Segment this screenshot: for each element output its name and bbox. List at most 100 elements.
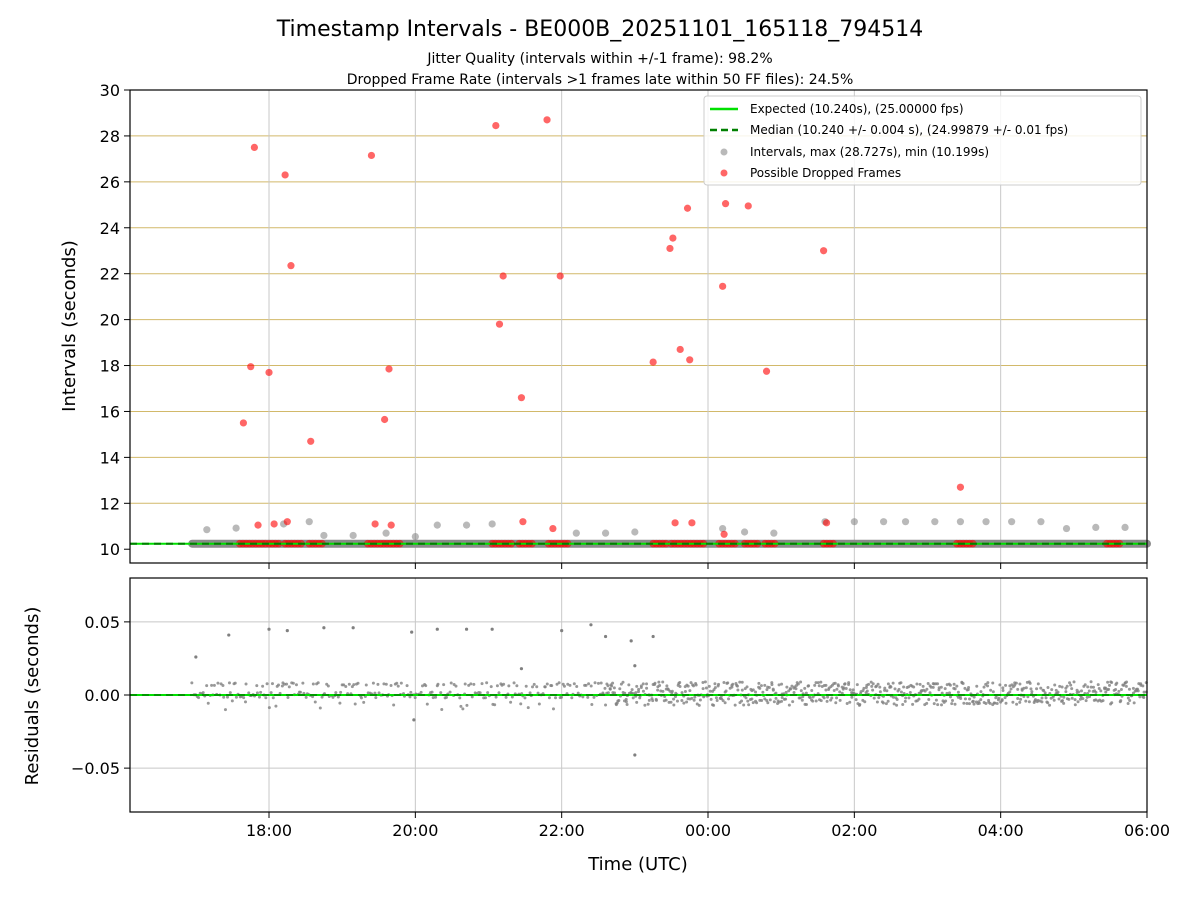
residual-point bbox=[1000, 699, 1004, 703]
residual-point bbox=[915, 682, 919, 686]
residual-outlier-point bbox=[351, 626, 355, 630]
residual-point bbox=[353, 702, 357, 706]
residual-point bbox=[784, 690, 788, 694]
dropped-frame-point bbox=[283, 518, 291, 526]
residual-point bbox=[691, 683, 695, 687]
residual-point bbox=[712, 703, 716, 707]
residual-point bbox=[331, 695, 335, 699]
residual-point bbox=[689, 681, 693, 685]
residual-point bbox=[939, 685, 943, 689]
residual-point bbox=[657, 680, 661, 684]
residual-point bbox=[943, 687, 947, 691]
intervals-ytick-label: 26 bbox=[100, 173, 120, 192]
residuals-ytick-label: 0.00 bbox=[84, 686, 120, 705]
interval-point bbox=[462, 521, 471, 529]
residual-point bbox=[1085, 695, 1089, 699]
residual-point bbox=[878, 685, 882, 689]
interval-point bbox=[1037, 518, 1045, 526]
residual-point bbox=[524, 684, 528, 688]
interval-point bbox=[956, 518, 965, 526]
residuals-xtick-label: 20:00 bbox=[392, 821, 438, 840]
residual-point bbox=[901, 703, 905, 707]
residual-point bbox=[291, 681, 295, 685]
residual-point bbox=[835, 687, 839, 691]
residual-point bbox=[889, 685, 893, 689]
residual-point bbox=[1042, 689, 1046, 693]
residual-point bbox=[685, 700, 689, 704]
residual-point bbox=[625, 702, 629, 706]
residual-point bbox=[1011, 700, 1015, 704]
residual-point bbox=[480, 682, 484, 686]
residual-point bbox=[298, 690, 302, 694]
residual-point bbox=[424, 684, 428, 688]
residual-point bbox=[233, 681, 237, 685]
residual-point bbox=[686, 684, 690, 688]
residual-point bbox=[871, 688, 875, 692]
residual-point bbox=[1086, 685, 1090, 689]
residual-point bbox=[389, 683, 393, 687]
residual-point bbox=[454, 684, 458, 688]
residuals-panel: 0.05 0.00 −0.05 18:00 20:00 22:00 00:00 02:00 04… bbox=[22, 577, 1170, 875]
residual-point bbox=[892, 702, 896, 706]
interval-point bbox=[203, 526, 211, 534]
residuals-ytick-label: −0.05 bbox=[71, 759, 120, 778]
intervals-plot-frame bbox=[129, 89, 1148, 564]
residual-point bbox=[1110, 680, 1114, 684]
residual-outlier-point bbox=[490, 627, 494, 631]
residual-point bbox=[863, 700, 867, 704]
residual-point bbox=[350, 685, 354, 689]
residual-point bbox=[413, 696, 417, 700]
residual-point bbox=[761, 690, 765, 694]
residual-point bbox=[708, 689, 712, 693]
x-axis-label: Time (UTC) bbox=[587, 854, 688, 875]
residual-point bbox=[766, 701, 770, 705]
residual-point bbox=[991, 681, 995, 685]
residual-point bbox=[784, 697, 788, 701]
residual-point bbox=[723, 701, 727, 705]
residual-point bbox=[313, 700, 317, 704]
residual-point bbox=[419, 690, 423, 694]
residual-point bbox=[512, 681, 516, 685]
interval-point bbox=[320, 531, 328, 540]
residual-point bbox=[1057, 697, 1061, 701]
residual-point bbox=[584, 683, 588, 687]
residual-point bbox=[575, 685, 579, 689]
residual-point bbox=[950, 702, 954, 706]
residual-point bbox=[713, 686, 717, 690]
residual-point bbox=[222, 695, 226, 699]
residual-point bbox=[698, 698, 702, 702]
residual-point bbox=[434, 695, 438, 699]
residual-point bbox=[907, 696, 911, 700]
residual-point bbox=[449, 681, 453, 685]
dropped-frame-point bbox=[744, 202, 752, 210]
residual-point bbox=[1091, 685, 1095, 689]
residual-point bbox=[631, 696, 635, 700]
residual-point bbox=[304, 695, 308, 699]
residual-point bbox=[799, 680, 803, 684]
residual-outlier-point bbox=[285, 629, 289, 633]
residual-point bbox=[1065, 684, 1069, 688]
residual-point bbox=[1108, 683, 1112, 687]
dropped-frame-point bbox=[762, 367, 771, 375]
residual-point bbox=[596, 681, 600, 685]
residual-point bbox=[603, 686, 607, 690]
residual-point bbox=[897, 687, 901, 691]
residual-point bbox=[1004, 683, 1008, 687]
dropped-frame-point bbox=[669, 234, 677, 242]
residual-point bbox=[703, 680, 707, 684]
residual-point bbox=[934, 698, 938, 702]
residual-point bbox=[713, 682, 717, 686]
residual-point bbox=[785, 685, 789, 689]
residual-point bbox=[652, 682, 656, 686]
residual-point bbox=[484, 696, 488, 700]
residual-point bbox=[1009, 687, 1013, 691]
residual-point bbox=[581, 695, 585, 699]
residual-outlier-point bbox=[194, 655, 198, 659]
residual-point bbox=[515, 684, 519, 688]
residual-point bbox=[961, 682, 965, 686]
residual-point bbox=[611, 681, 615, 685]
residual-point bbox=[645, 686, 649, 690]
residual-point bbox=[243, 700, 247, 704]
residual-point bbox=[1052, 698, 1056, 702]
residual-outlier-point bbox=[603, 634, 608, 639]
